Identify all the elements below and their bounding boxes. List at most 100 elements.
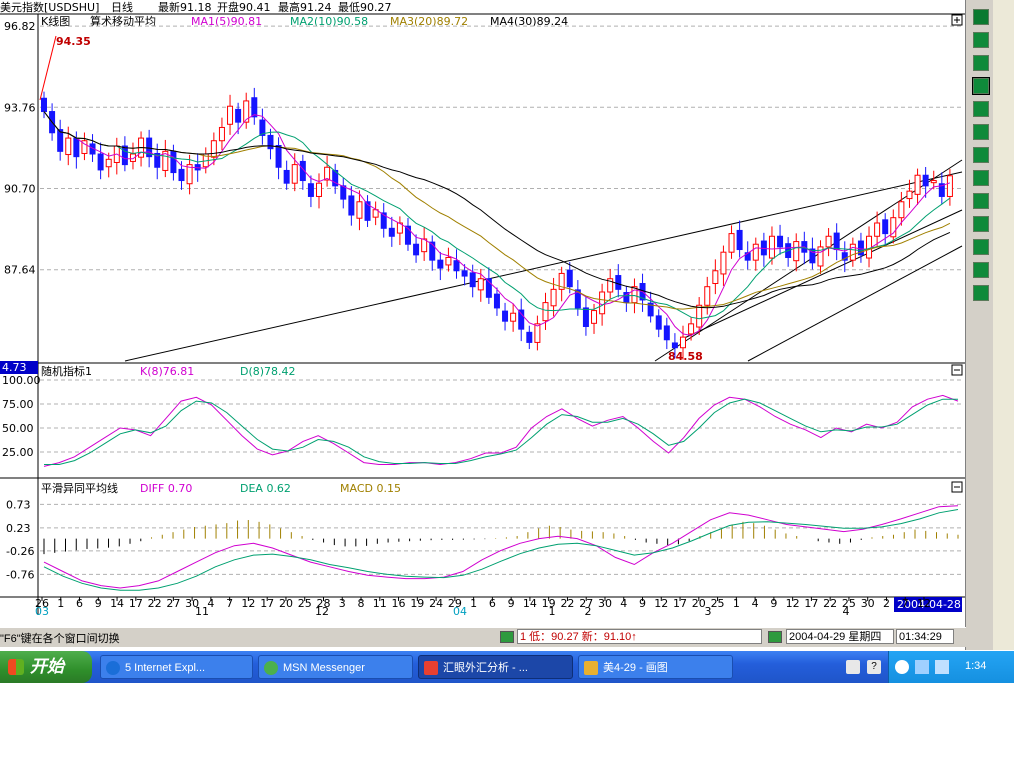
msn-icon (264, 661, 278, 675)
delete-tool-icon[interactable] (973, 285, 989, 301)
x-tick-label: 4 (752, 597, 759, 610)
kdj-line-K(8) (43, 394, 959, 467)
paint-icon (584, 661, 598, 675)
text-tool-icon[interactable] (973, 32, 989, 48)
pointer-tool-icon[interactable] (973, 9, 989, 25)
grid-tool-icon[interactable] (973, 170, 989, 186)
macd-y-tick: -0.26 (6, 545, 34, 558)
taskbar-item-msn[interactable]: MSN Messenger (258, 655, 413, 679)
month-label: 2 (585, 605, 592, 618)
status-bar: "F6"键在各个窗口间切换 1 低：90.27 新：91.10↑ 2004-04… (0, 627, 966, 647)
month-label: 3 (705, 605, 712, 618)
x-tick-label: 26 (35, 597, 49, 610)
taskbar-item-msn-label: MSN Messenger (283, 662, 365, 674)
fib-tool-icon[interactable] (973, 193, 989, 209)
candle-body (461, 270, 468, 277)
network-icon[interactable] (915, 660, 929, 674)
latest-price: 最新91.18 (158, 0, 212, 14)
ie-icon (106, 661, 120, 675)
x-tick-label: 24 (429, 597, 443, 610)
kline-y-tick: 93.76 (4, 101, 36, 114)
x-tick-label: 7 (226, 597, 233, 610)
x-tick-label: 6 (76, 597, 83, 610)
keyboard-icon[interactable] (846, 660, 860, 674)
x-tick-label: 30 (185, 597, 199, 610)
help-icon[interactable]: ? (867, 660, 881, 674)
taskbar-item-forex[interactable]: 汇眼外汇分析 - ... (418, 655, 573, 679)
hline-tool-icon[interactable] (973, 124, 989, 140)
candle-body (364, 201, 371, 221)
x-tick-label: 1 (57, 597, 64, 610)
candle-body (582, 307, 589, 327)
candle-body (817, 246, 824, 267)
kline-maximize-button[interactable] (951, 14, 963, 26)
x-tick-label: 28 (316, 597, 330, 610)
line-tool-icon[interactable] (973, 55, 989, 71)
candle-body (607, 278, 614, 293)
kdj-minimize-button[interactable] (951, 364, 963, 376)
instrument-title: 美元指数[USDSHU] (0, 0, 99, 14)
candle-body (510, 312, 517, 322)
macd-minimize-button[interactable] (951, 481, 963, 493)
candle-body (866, 235, 873, 259)
x-tick-label: 12 (241, 597, 255, 610)
x-tick-label: 12 (917, 597, 931, 610)
candle-body (914, 174, 921, 195)
candle-body (857, 240, 864, 256)
msn-tray-icon[interactable] (935, 660, 949, 674)
date-cursor-box (894, 597, 962, 612)
candle-body (73, 137, 80, 158)
taskbar-item-paint[interactable]: 美4-29 - 画图 (578, 655, 733, 679)
taskbar-item-ie[interactable]: 5 Internet Expl... (100, 655, 253, 679)
open-price: 开盘90.41 (217, 0, 271, 14)
candle-body (97, 153, 104, 171)
x-tick-label: 20 (692, 597, 706, 610)
candle-body (946, 175, 953, 197)
kdj-y-tick: 75.00 (2, 398, 34, 411)
candle-body (493, 293, 500, 309)
x-tick-label: 22 (560, 597, 574, 610)
candle-body (890, 217, 897, 238)
vline-tool-icon[interactable] (973, 216, 989, 232)
trendline-tool-icon[interactable] (972, 77, 990, 95)
x-tick-label: 14 (110, 597, 124, 610)
vertical-scrollbar[interactable] (993, 0, 1014, 650)
x-tick-label: 9 (770, 597, 777, 610)
month-label: 11 (195, 605, 209, 618)
candle-body (874, 222, 881, 237)
kline-y-tick: 96.82 (4, 20, 36, 33)
candle-body (388, 227, 395, 237)
cycle-tool-icon[interactable] (973, 239, 989, 255)
start-button[interactable]: 开始 (0, 651, 92, 683)
ma3-value: MA3(20)89.72 (390, 15, 468, 28)
candle-body (121, 145, 128, 166)
trendline (679, 209, 963, 341)
windows-taskbar: 开始 5 Internet Expl... MSN Messenger 汇眼外汇… (0, 651, 1014, 683)
candle-body (57, 129, 64, 152)
tray-back-icon[interactable] (895, 660, 909, 674)
ray-tool-icon[interactable] (973, 101, 989, 117)
taskbar-item-forex-label: 汇眼外汇分析 - ... (443, 662, 528, 674)
candle-body (437, 259, 444, 269)
peak-spike (39, 35, 57, 101)
candle-body (340, 185, 347, 200)
kdj-y-tick: 100.00 (2, 374, 41, 387)
ma2-value: MA2(10)90.58 (290, 15, 368, 28)
forex-app-icon (424, 661, 438, 675)
candle-body (413, 243, 420, 256)
candle-body (704, 286, 711, 306)
candle-body (186, 164, 193, 185)
x-tick-label: 16 (392, 597, 406, 610)
candle-body (930, 180, 937, 184)
channel-tool-icon[interactable] (973, 147, 989, 163)
x-tick-label: 9 (95, 597, 102, 610)
candle-body (720, 251, 727, 275)
candle-body (227, 105, 234, 125)
candle-body (259, 119, 266, 136)
month-label: 03 (35, 605, 49, 618)
rect-tool-icon[interactable] (973, 262, 989, 278)
status-time: 01:34:29 (896, 629, 954, 644)
x-tick-label: 2 (883, 597, 890, 610)
taskbar-clock: 1:34 (965, 660, 987, 672)
x-tick-label: 25 (711, 597, 725, 610)
